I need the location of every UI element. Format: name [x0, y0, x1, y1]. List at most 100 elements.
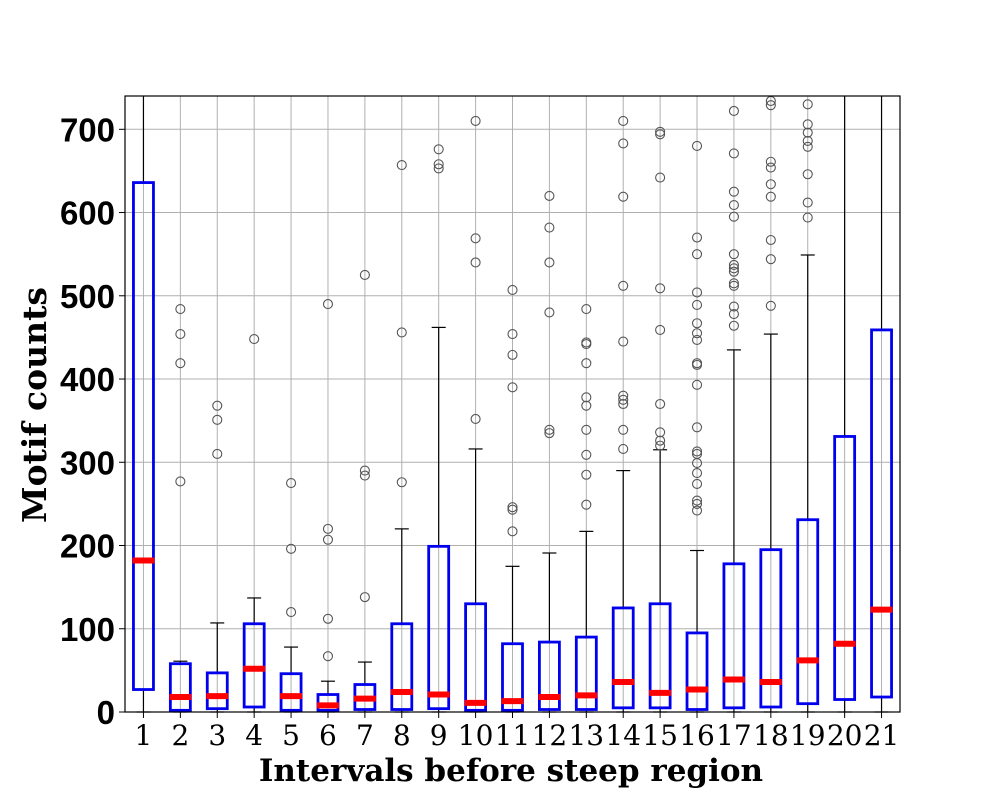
outlier-point — [618, 115, 629, 127]
outlier-point — [433, 163, 444, 174]
outlier-point — [433, 144, 444, 155]
y-tick-label: 400 — [60, 361, 115, 398]
outlier-point — [728, 199, 739, 211]
box-group — [538, 190, 561, 713]
y-tick-label: 0 — [97, 694, 115, 731]
outlier-point — [655, 129, 666, 140]
outlier-point — [544, 428, 555, 439]
x-tick-label: 14 — [605, 719, 641, 752]
outlier-point — [655, 126, 666, 137]
outlier-point — [618, 443, 629, 455]
outlier-point — [507, 349, 518, 360]
iqr-box — [501, 642, 524, 712]
outlier-point — [691, 140, 703, 151]
outlier-point — [322, 299, 334, 310]
outlier-point — [359, 465, 370, 476]
outlier-point — [175, 476, 186, 487]
outlier-point — [175, 358, 186, 369]
outlier-point — [765, 254, 776, 265]
x-tick-label: 10 — [458, 719, 494, 752]
outlier-point — [507, 526, 518, 537]
outlier-point — [655, 172, 666, 183]
outlier-point — [765, 162, 776, 173]
outlier-point — [470, 413, 481, 425]
x-axis-label: Intervals before steep region — [259, 753, 763, 789]
box-group — [796, 99, 820, 713]
outlier-point — [802, 141, 813, 152]
outlier-point — [618, 336, 629, 347]
y-tick-label: 200 — [60, 528, 115, 565]
box-group — [279, 478, 303, 713]
outlier-point — [691, 318, 703, 329]
outlier-point — [396, 327, 407, 338]
outlier-point — [691, 232, 703, 243]
outlier-point — [581, 449, 592, 460]
outlier-point — [212, 400, 223, 411]
box-group — [870, 96, 893, 713]
outlier-point — [581, 358, 592, 369]
iqr-box — [796, 518, 820, 706]
outlier-point — [507, 504, 518, 515]
outlier-point — [728, 148, 739, 159]
outlier-point — [765, 100, 776, 111]
iqr-box — [759, 548, 783, 709]
outlier-point — [802, 212, 813, 223]
outlier-point — [359, 269, 370, 281]
outlier-point — [691, 328, 703, 339]
outlier-point — [618, 390, 629, 401]
box-group — [685, 140, 709, 713]
outlier-point — [728, 249, 739, 260]
y-tick-label: 600 — [60, 195, 115, 232]
outlier-point — [691, 299, 703, 310]
outlier-point — [618, 191, 629, 202]
outlier-point — [507, 329, 518, 340]
box-group — [722, 105, 746, 713]
iqr-box — [205, 671, 229, 711]
outlier-point — [691, 446, 703, 457]
outlier-point — [802, 135, 813, 147]
outlier-point — [691, 495, 703, 506]
outlier-point — [691, 505, 703, 516]
outlier-point — [802, 169, 813, 180]
outlier-point — [728, 211, 739, 222]
iqr-box — [132, 181, 155, 691]
boxes — [132, 95, 893, 713]
outlier-point — [728, 263, 739, 274]
iqr-box — [611, 606, 635, 710]
outlier-point — [470, 233, 481, 244]
outlier-point — [286, 543, 297, 554]
outlier-point — [802, 197, 813, 208]
x-tick-label: 3 — [208, 719, 226, 752]
x-tick-label: 19 — [790, 719, 826, 752]
x-tick-label: 2 — [171, 719, 189, 752]
outlier-point — [581, 304, 592, 315]
outlier-point — [544, 190, 555, 201]
box-group — [833, 96, 857, 713]
y-tick-labels: 0 100 200 300 400 500 600 700 — [60, 111, 125, 731]
x-tick-label: 20 — [827, 719, 863, 752]
iqr-box — [685, 631, 709, 711]
outlier-point — [544, 424, 555, 435]
y-tick-label: 100 — [60, 611, 115, 648]
outlier-point — [655, 435, 666, 446]
box-group — [353, 269, 377, 713]
iqr-box — [722, 562, 746, 710]
outlier-point — [212, 448, 223, 459]
outlier-point — [691, 468, 703, 479]
outlier-point — [249, 334, 260, 345]
iqr-box — [168, 662, 192, 712]
outlier-point — [691, 358, 703, 369]
outlier-point — [765, 300, 776, 311]
outlier-point — [691, 287, 703, 298]
outlier-point — [212, 414, 223, 425]
outlier-point — [507, 502, 518, 513]
outlier-point — [433, 159, 444, 170]
outlier-point — [544, 307, 555, 318]
x-tick-label: 1 — [135, 719, 153, 752]
outlier-point — [618, 424, 629, 435]
outlier-point — [581, 400, 592, 411]
outlier-point — [728, 278, 739, 289]
outlier-point — [581, 469, 592, 480]
iqr-box — [574, 635, 598, 711]
outlier-point — [728, 280, 739, 291]
